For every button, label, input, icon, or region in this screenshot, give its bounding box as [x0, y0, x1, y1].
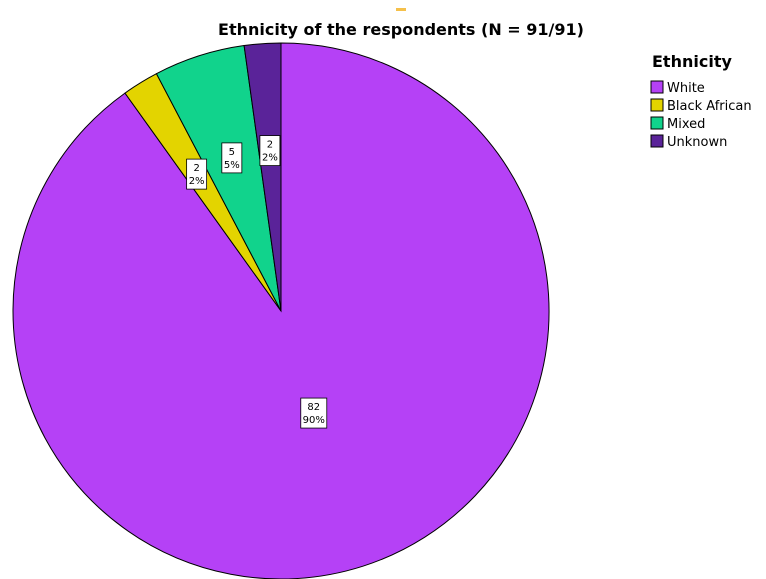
legend-item-white: White: [650, 80, 705, 96]
legend-items: White Black African Mixed Unknown: [650, 80, 752, 150]
data-label-percent: 90%: [303, 415, 325, 426]
data-label-count: 82: [307, 402, 320, 413]
legend: Ethnicity White Black African Mixed Unknown: [650, 52, 752, 150]
data-label-percent: 5%: [224, 160, 240, 171]
legend-swatch: [650, 116, 664, 130]
pie-slices: [12, 42, 550, 579]
legend-label: Black African: [667, 99, 752, 114]
legend-swatch: [650, 98, 664, 112]
data-label-box: [186, 158, 208, 190]
legend-title: Ethnicity: [652, 52, 732, 71]
legend-label: White: [667, 81, 705, 96]
data-label-black-african: 22%: [186, 158, 208, 190]
data-label-count: 2: [267, 140, 273, 151]
data-label-box: [221, 142, 243, 174]
legend-item-unknown: Unknown: [650, 134, 727, 150]
data-label-box: [300, 397, 328, 429]
data-label-unknown: 22%: [259, 135, 281, 166]
legend-swatch: [650, 134, 664, 148]
legend-label: Unknown: [667, 135, 727, 150]
slice-unknown: [243, 42, 282, 312]
legend-label: Mixed: [667, 117, 705, 132]
chart-title: Ethnicity of the respondents (N = 91/91): [218, 20, 584, 39]
data-label-percent: 2%: [189, 176, 205, 187]
data-label-count: 2: [193, 163, 199, 174]
data-label-box: [259, 135, 281, 166]
legend-item-black-african: Black African: [650, 98, 752, 114]
data-label-mixed: 55%: [221, 142, 243, 174]
legend-swatch: [650, 80, 664, 94]
top-accent-mark: [396, 8, 406, 11]
data-label-count: 5: [229, 147, 235, 158]
data-label-percent: 2%: [262, 153, 278, 164]
legend-item-mixed: Mixed: [650, 116, 705, 132]
